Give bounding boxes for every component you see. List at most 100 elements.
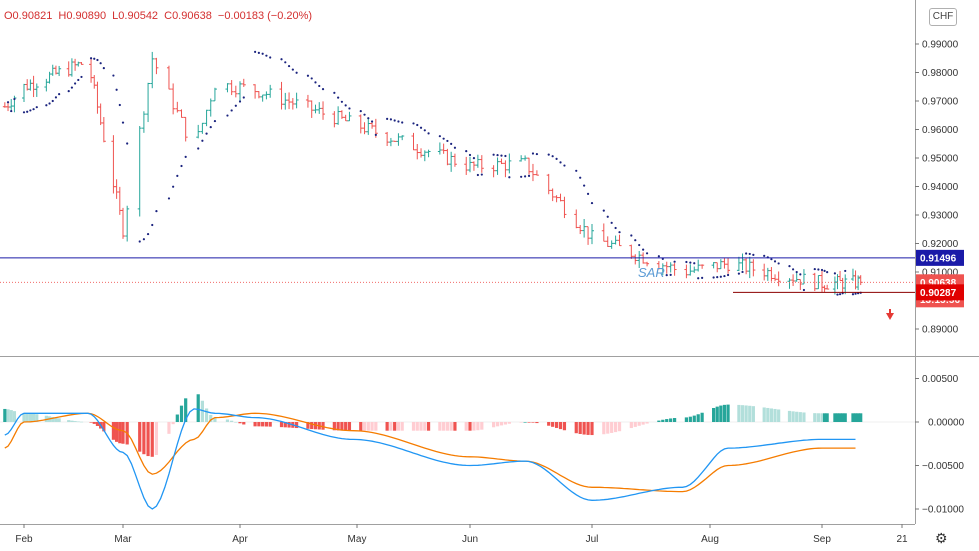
gear-icon[interactable]: ⚙ bbox=[935, 530, 948, 546]
sar-dot bbox=[13, 97, 16, 101]
price-tick-label-3: 0.96000 bbox=[922, 125, 959, 136]
macd-hist-bar bbox=[574, 422, 578, 434]
sar-dot bbox=[118, 103, 121, 107]
ohlc-bar bbox=[366, 118, 371, 135]
ohlc-bar bbox=[321, 101, 326, 120]
sar-dot bbox=[284, 61, 287, 64]
macd-hist-bar bbox=[146, 422, 150, 457]
macd-hist-bar bbox=[171, 422, 175, 425]
ohlc-bar bbox=[287, 92, 292, 110]
ohlc-open: O0.90821 bbox=[4, 10, 53, 22]
sar-dot bbox=[851, 293, 855, 296]
sar-dot bbox=[48, 102, 51, 105]
macd-hist-bar bbox=[637, 422, 641, 426]
sar-dot bbox=[535, 152, 539, 156]
macd-hist-bar bbox=[344, 422, 348, 431]
sar-dot bbox=[817, 268, 820, 271]
macd-hist-bar bbox=[684, 417, 688, 422]
sar-dot bbox=[579, 176, 582, 179]
macd-hist-bar bbox=[673, 418, 677, 422]
sar-dot bbox=[363, 113, 366, 116]
sar-dot bbox=[833, 272, 837, 275]
ohlc-bar bbox=[89, 58, 94, 83]
sar-dot bbox=[209, 126, 212, 129]
sar-dot bbox=[799, 273, 802, 276]
sar-dot bbox=[32, 108, 35, 111]
ohlc-bar bbox=[700, 264, 705, 269]
macd-hist-bar bbox=[523, 422, 527, 423]
sar-dot bbox=[826, 271, 829, 274]
macd-hist-bar bbox=[791, 411, 795, 422]
macd-hist-bar bbox=[92, 422, 96, 424]
sar-dot bbox=[6, 101, 10, 104]
sar-dot bbox=[465, 150, 468, 153]
sar-dot bbox=[693, 262, 696, 265]
ohlc-bar bbox=[751, 259, 756, 277]
sar-dot bbox=[295, 71, 298, 74]
ohlc-bar bbox=[479, 155, 484, 173]
sar-dot bbox=[172, 185, 175, 188]
macd-hist-bar bbox=[393, 422, 397, 431]
ohlc-bar bbox=[856, 275, 861, 291]
ohlc-bar bbox=[554, 195, 559, 203]
ohlc-bar bbox=[445, 148, 450, 166]
ohlc-bar bbox=[175, 101, 180, 113]
ohlc-bar bbox=[715, 262, 720, 273]
sar-dot bbox=[712, 276, 715, 279]
sar-dot bbox=[791, 268, 795, 271]
last-price-label-text: 0.90638 bbox=[920, 278, 957, 289]
sar-dot bbox=[813, 267, 816, 271]
macd-hist-bar bbox=[264, 422, 269, 427]
support-price-label-bg bbox=[916, 284, 964, 301]
ohlc-bar bbox=[388, 137, 393, 147]
ohlc-bar bbox=[146, 82, 151, 123]
sar-dot bbox=[590, 201, 594, 205]
macd-hist-bar bbox=[111, 422, 116, 440]
ohlc-bar bbox=[605, 236, 610, 247]
ohlc-bar bbox=[617, 234, 622, 247]
ohlc-close: C0.90638 bbox=[164, 10, 212, 22]
ohlc-bar bbox=[672, 263, 677, 276]
ohlc-bar bbox=[212, 87, 217, 102]
macd-hist-bar bbox=[238, 422, 242, 424]
currency-button[interactable]: CHF bbox=[929, 8, 957, 26]
macd-hist-bar bbox=[57, 418, 61, 422]
macd-hist-bar bbox=[499, 422, 504, 426]
sar-dot bbox=[741, 270, 744, 274]
ohlc-bar bbox=[736, 256, 741, 272]
sar-dot bbox=[306, 74, 310, 77]
macd-line bbox=[4, 408, 856, 510]
macd-hist-bar bbox=[859, 413, 863, 422]
macd-hist-bar bbox=[851, 413, 855, 422]
sar-dot bbox=[748, 252, 751, 256]
ohlc-bar bbox=[358, 114, 363, 134]
ohlc-bar bbox=[645, 261, 650, 267]
sar-dot bbox=[287, 64, 291, 68]
sar-dot bbox=[575, 169, 578, 172]
sar-dot bbox=[261, 52, 264, 55]
sar-dot bbox=[642, 248, 645, 251]
macd-hist-bar bbox=[480, 422, 484, 430]
sar-dot bbox=[634, 239, 637, 242]
ohlc-bar bbox=[838, 270, 843, 282]
sar-dot bbox=[854, 292, 857, 295]
sar-dot bbox=[348, 107, 351, 110]
ohlc-bar bbox=[449, 151, 454, 172]
macd-hist-bar bbox=[213, 417, 217, 422]
sar-dot bbox=[340, 100, 344, 103]
macd-hist-bar bbox=[751, 406, 755, 422]
macd-hist-bar bbox=[468, 422, 472, 431]
macd-hist-bar bbox=[25, 413, 29, 422]
macd-hist-bar bbox=[853, 413, 858, 422]
macd-hist-bar bbox=[833, 413, 837, 422]
time-tick-label-6: Aug bbox=[701, 534, 719, 545]
macd-hist-bar bbox=[641, 422, 645, 425]
sar-dot bbox=[393, 119, 396, 122]
sar-dot bbox=[419, 126, 423, 129]
macd-hist-bar bbox=[527, 422, 531, 423]
sar-dot bbox=[242, 96, 245, 99]
ohlc-bar bbox=[309, 100, 314, 118]
sar-dot bbox=[10, 109, 13, 113]
macd-hist-bar bbox=[464, 422, 468, 431]
